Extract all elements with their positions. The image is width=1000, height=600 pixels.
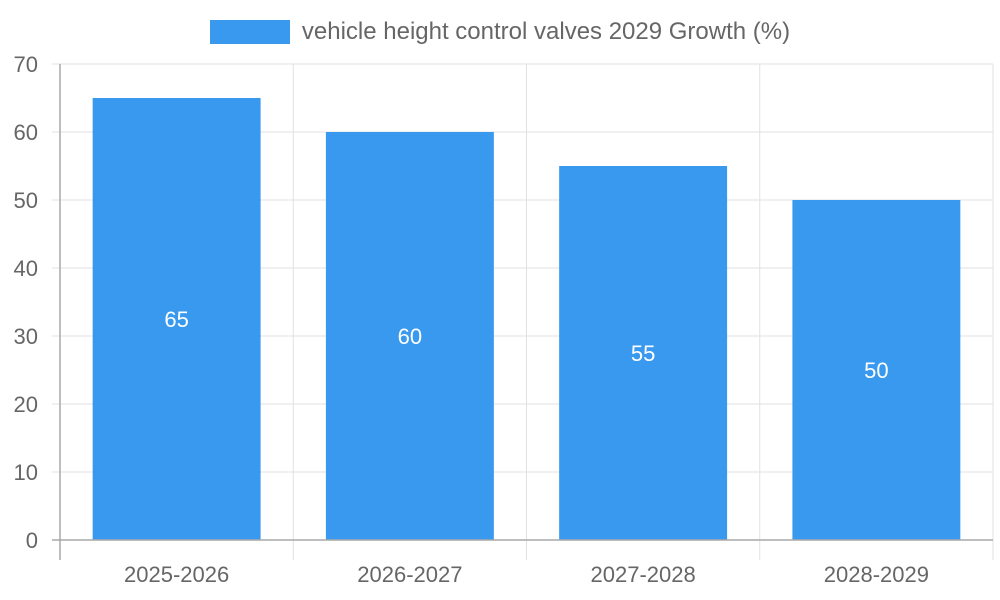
bar: [792, 200, 961, 540]
y-tick-label: 0: [26, 528, 38, 553]
y-tick-label: 30: [14, 324, 38, 349]
y-tick-label: 70: [14, 52, 38, 77]
bar: [559, 166, 728, 540]
y-tick-label: 10: [14, 460, 38, 485]
data-label: 50: [864, 358, 888, 383]
x-tick-label: 2027-2028: [591, 562, 696, 587]
y-tick-label: 20: [14, 392, 38, 417]
x-tick-label: 2025-2026: [124, 562, 229, 587]
legend: vehicle height control valves 2029 Growt…: [0, 18, 1000, 46]
legend-swatch[interactable]: [209, 20, 290, 44]
bar: [325, 132, 494, 540]
y-tick-label: 60: [14, 120, 38, 145]
x-tick-label: 2028-2029: [824, 562, 929, 587]
data-label: 60: [398, 324, 422, 349]
bar: [92, 98, 261, 540]
y-tick-label: 40: [14, 256, 38, 281]
x-tick-label: 2026-2027: [357, 562, 462, 587]
data-label: 65: [164, 307, 188, 332]
data-label: 55: [631, 341, 655, 366]
y-tick-label: 50: [14, 188, 38, 213]
legend-label[interactable]: vehicle height control valves 2029 Growt…: [301, 18, 791, 45]
